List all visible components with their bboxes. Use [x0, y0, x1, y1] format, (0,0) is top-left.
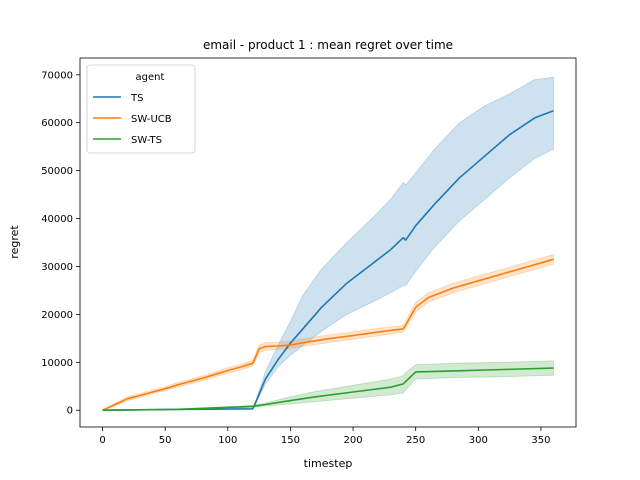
- legend-label-sw-ts: SW-TS: [131, 135, 162, 146]
- series-line-sw-ts: [102, 367, 554, 411]
- y-tick-label: 30000: [41, 262, 73, 273]
- chart-title: email - product 1 : mean regret over tim…: [203, 38, 453, 52]
- y-tick-label: 10000: [41, 358, 73, 369]
- band-sw-ts: [102, 360, 554, 411]
- series-lines: [102, 109, 554, 411]
- x-tick-label: 100: [218, 435, 237, 446]
- series-line-sw-ucb: [102, 258, 554, 411]
- y-axis-ticks: 0 10000 20000 30000 40000 50000 60000 70000: [41, 70, 80, 417]
- x-tick-label: 0: [99, 435, 105, 446]
- legend-label-ts: TS: [130, 93, 143, 104]
- legend-box: [86, 64, 196, 154]
- y-tick-label: 50000: [41, 166, 73, 177]
- legend-label-sw-ucb: SW-UCB: [131, 114, 172, 125]
- legend-items: TS SW-UCB SW-TS: [93, 93, 172, 146]
- x-tick-label: 50: [159, 435, 172, 446]
- y-tick-label: 0: [67, 406, 73, 417]
- y-tick-label: 40000: [41, 214, 73, 225]
- y-tick-label: 60000: [41, 118, 73, 129]
- x-tick-label: 300: [469, 435, 488, 446]
- legend-title: agent: [136, 72, 165, 83]
- band-ts: [102, 76, 554, 411]
- y-tick-label: 70000: [41, 70, 73, 81]
- y-axis-label: regret: [8, 225, 21, 259]
- x-axis-ticks: 0 50 100 150 200 250 300 350: [99, 427, 550, 446]
- axes-frame: [79, 57, 577, 428]
- x-tick-label: 250: [406, 435, 425, 446]
- y-tick-label: 20000: [41, 310, 73, 321]
- x-tick-label: 200: [344, 435, 363, 446]
- x-tick-label: 150: [281, 435, 300, 446]
- series-line-ts: [102, 109, 554, 411]
- x-axis-label: timestep: [304, 457, 353, 470]
- x-tick-label: 350: [531, 435, 550, 446]
- legend: agent TS SW-UCB SW-TS: [86, 64, 196, 154]
